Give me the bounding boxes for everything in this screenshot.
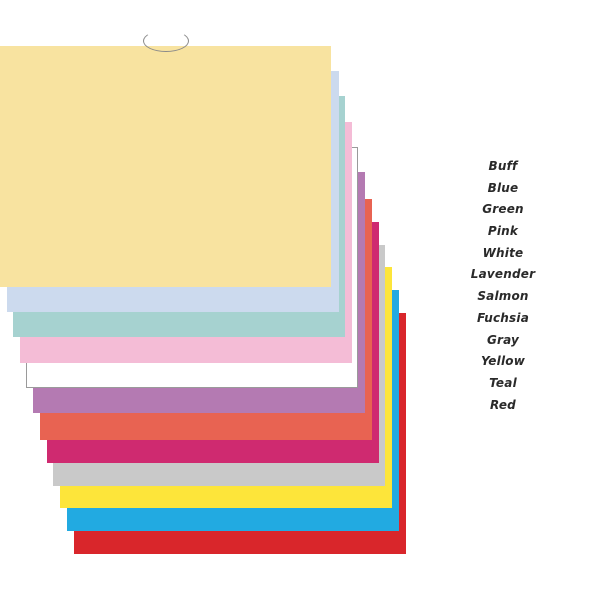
legend-item-pink: Pink <box>487 224 519 239</box>
legend-item-white: White <box>482 245 524 260</box>
legend-item-fuchsia: Fuchsia <box>476 310 529 325</box>
punch-hole-outline <box>143 30 189 52</box>
legend-item-green: Green <box>482 202 524 217</box>
legend-item-lavender: Lavender <box>470 267 536 282</box>
legend-item-salmon: Salmon <box>477 289 529 304</box>
legend-item-buff: Buff <box>488 159 518 173</box>
legend-item-gray: Gray <box>486 332 520 347</box>
color-legend: Buff Blue Green Pink White Lavender Salm… <box>462 156 544 416</box>
legend-item-red: Red <box>490 397 516 412</box>
legend-item-teal: Teal <box>489 375 517 390</box>
legend-item-yellow: Yellow <box>480 354 526 369</box>
sheet-buff <box>0 46 331 287</box>
legend-item-blue: Blue <box>487 180 519 195</box>
